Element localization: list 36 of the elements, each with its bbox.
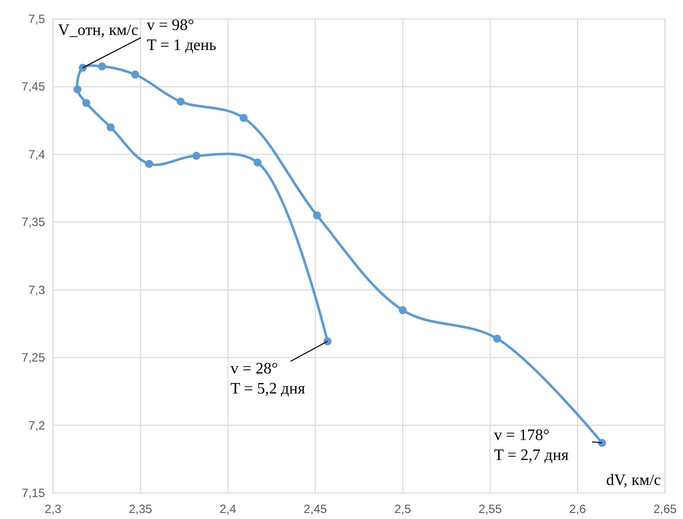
y-tick-label: 7,35 [22, 215, 46, 230]
y-tick-label: 7,5 [28, 12, 46, 26]
point [598, 438, 606, 447]
point [240, 114, 248, 122]
y-axis-title: V_отн, км/с [58, 22, 138, 39]
point [73, 85, 82, 94]
x-tick-label: 2,55 [478, 502, 502, 516]
x-axis-title: dV, км/с [606, 472, 661, 489]
point [145, 160, 154, 168]
x-tick-label: 2,6 [569, 502, 586, 516]
x-tick-label: 2,65 [653, 502, 677, 516]
y-tick-label: 7,45 [22, 80, 46, 94]
point [398, 306, 407, 314]
x-tick-label: 2,3 [44, 502, 62, 516]
point [254, 158, 262, 167]
point [98, 62, 106, 70]
point [82, 98, 90, 107]
point [313, 211, 322, 220]
y-tick-label: 7,15 [22, 486, 46, 500]
point [324, 337, 332, 346]
x-tick-label: 2,4 [220, 502, 237, 516]
point [131, 70, 140, 79]
x-tick-label: 2,45 [304, 502, 328, 516]
annotation: v = 28° T = 5,2 дня [230, 360, 306, 398]
annotation: v = 178° T = 2,7 дня [494, 426, 570, 464]
y-tick-label: 7,25 [22, 350, 46, 365]
y-tick-label: 7,3 [28, 282, 46, 297]
annotation: v = 98° T = 1 день [146, 16, 216, 54]
point [106, 123, 115, 132]
x-tick-label: 2,35 [128, 502, 152, 516]
point [192, 152, 200, 160]
y-tick-label: 7,4 [28, 147, 46, 162]
x-tick-label: 2,5 [394, 502, 412, 516]
point [493, 334, 502, 343]
point [176, 98, 185, 106]
y-tick-label: 7,2 [28, 418, 46, 432]
